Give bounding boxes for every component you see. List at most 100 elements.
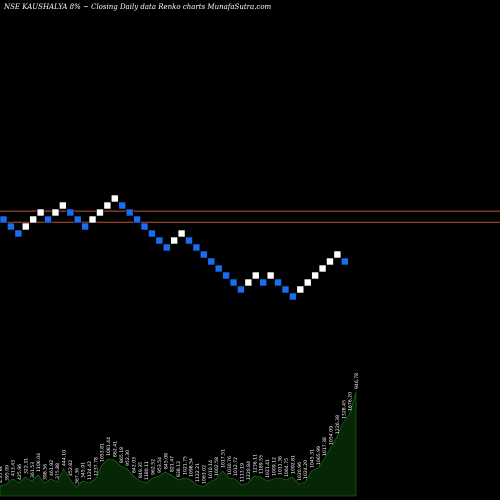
volume-label: 452.82 — [68, 460, 74, 476]
renko-brick-down — [140, 222, 149, 231]
renko-brick-up — [177, 229, 186, 238]
volume-label: 1054.09 — [329, 426, 335, 445]
renko-brick-up — [51, 208, 60, 217]
volume-label: 1124.42 — [87, 461, 93, 480]
volume-label: 367.36 — [74, 468, 80, 484]
renko-brick-up — [59, 201, 67, 210]
volume-label: 1113.19 — [240, 463, 246, 482]
volume-label: 413.43 — [11, 460, 17, 476]
renko-brick-up — [170, 236, 178, 245]
volume-label: 1092.81 — [290, 455, 296, 474]
volume-area-path — [0, 391, 357, 497]
renko-brick-down — [162, 243, 171, 252]
volume-label: 849.35 — [138, 462, 144, 478]
renko-brick-up — [318, 264, 327, 273]
chart-header: NSE KAUSHALYA 8% ~ Closing Daily data Re… — [3, 3, 272, 11]
volume-label: 821.47 — [170, 456, 176, 472]
renko-brick-down — [14, 229, 23, 238]
volume-label: 1020.96 — [297, 462, 303, 481]
volume-label: 838.12 — [176, 461, 182, 477]
renko-brick-down — [259, 278, 268, 287]
renko-brick-down — [0, 215, 8, 224]
renko-brick-down — [289, 292, 297, 301]
volume-label: 1009.12 — [271, 457, 277, 476]
volume-label: 1676.20 — [348, 392, 354, 411]
volume-label: 1010.14 — [208, 460, 214, 479]
volume-label: 1098.54 — [189, 458, 195, 477]
renko-brick-down — [200, 250, 208, 259]
volume-labels: 4.35 kk 395.09 413.43 425.96 322.31 361.53 110… — [0, 373, 360, 484]
renko-brick-up — [103, 201, 112, 210]
renko-brick-down — [66, 208, 75, 217]
volume-label: 862.41 — [112, 441, 118, 457]
volume-label: 1237.78 — [93, 457, 99, 476]
renko-brick-down — [185, 236, 193, 245]
volume-label: 1017.38 — [322, 437, 328, 456]
volume-label: 1106.04 — [36, 453, 42, 472]
volume-label: 1002.58 — [214, 457, 220, 476]
volume-label: 1017.51 — [221, 449, 227, 468]
reference-lines — [0, 210, 500, 223]
renko-brick-up — [111, 194, 119, 203]
volume-label: 953.54 — [157, 457, 163, 473]
volume-label: 1012.72 — [233, 457, 239, 476]
renko-brick-down — [192, 243, 201, 252]
volume-label: 1024.20 — [303, 460, 309, 479]
renko-brick-up — [96, 208, 104, 217]
renko-brick-down — [214, 264, 223, 273]
renko-brick-up — [296, 285, 305, 294]
renko-brick-down — [237, 285, 245, 294]
volume-area — [0, 391, 357, 497]
renko-brick-up — [88, 215, 97, 224]
volume-label: 1220.84 — [246, 461, 252, 480]
volume-label: 1030.76 — [227, 456, 233, 475]
renko-brick-down — [274, 278, 282, 287]
renko-brick-down — [207, 257, 216, 266]
volume-label: 345.91 — [81, 462, 87, 478]
volume-label: 946.78 — [354, 373, 360, 389]
volume-label: 4.35 kk — [0, 466, 4, 483]
renko-brick-down — [133, 215, 141, 224]
volume-label: 1328.45 — [341, 400, 347, 419]
volume-label: 1236.11 — [252, 454, 258, 473]
renko-brick-down — [222, 271, 230, 280]
renko-brick-down — [73, 215, 82, 224]
renko-brick-up — [266, 271, 275, 280]
volume-label: 1226.38 — [335, 415, 341, 434]
renko-brick-up — [333, 250, 342, 259]
renko-brick-up — [303, 278, 312, 287]
volume-label: 395.09 — [4, 465, 10, 481]
volume-label: 865.18 — [119, 447, 125, 463]
volume-label: 952.30 — [125, 450, 131, 466]
volume-label: 1065.99 — [316, 446, 322, 465]
renko-brick-down — [7, 222, 15, 231]
renko-brick-down — [125, 208, 134, 217]
volume-label: 842.03 — [132, 457, 138, 473]
volume-label: 398.56 — [43, 464, 49, 480]
renko-brick-up — [311, 271, 319, 280]
renko-brick-down — [81, 222, 89, 231]
renko-bricks — [0, 194, 349, 301]
renko-brick-down — [118, 201, 127, 210]
volume-label: 375.88 — [55, 463, 61, 479]
renko-brick-up — [21, 222, 30, 231]
volume-label: 1021.75 — [182, 456, 188, 475]
volume-label: 444.10 — [62, 450, 68, 466]
volume-label: 1053.81 — [100, 443, 106, 462]
renko-brick-down — [148, 229, 156, 238]
volume-label: 962.52 — [151, 459, 157, 475]
volume-label: 1063.02 — [201, 465, 207, 484]
volume-label: 361.53 — [30, 462, 36, 478]
renko-brick-down — [341, 257, 349, 266]
renko-brick-up — [251, 271, 260, 280]
renko-brick-up — [36, 208, 45, 217]
renko-brick-down — [229, 278, 238, 287]
volume-label: 322.31 — [23, 458, 29, 474]
volume-label: 1064.75 — [284, 458, 290, 477]
volume-label: 1021.41 — [265, 459, 271, 478]
renko-brick-up — [244, 278, 253, 287]
volume-label: 1081.44 — [106, 437, 112, 456]
renko-brick-up — [326, 257, 334, 266]
